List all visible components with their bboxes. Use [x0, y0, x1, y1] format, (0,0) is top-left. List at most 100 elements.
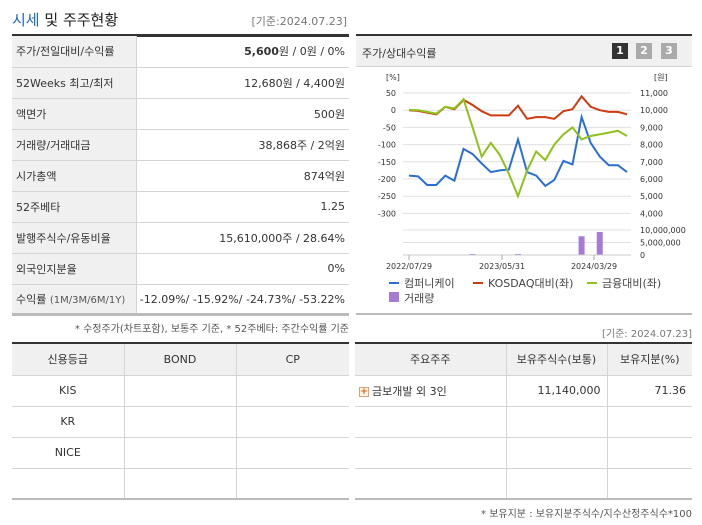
returns-value: -12.09%/ -15.92%/ -24.73%/ -53.22% [136, 284, 349, 316]
divider [12, 34, 349, 37]
table-row: 거래량/거래대금 38,868주 / 2억원 [12, 129, 349, 161]
table-row: 시가총액 874억원 [12, 160, 349, 192]
row-label: 발행주식수/유동비율 [12, 222, 137, 254]
chart-title: 주가/상대수익률 [362, 47, 437, 60]
bond [124, 468, 237, 500]
table-row: NICE [12, 437, 349, 469]
x-tick-label: 2022/07/29 [386, 262, 432, 271]
legend-swatch [389, 292, 399, 302]
row-label: 주가/전일대비/수익률 [12, 36, 137, 68]
holder-name-cell: + 금보개발 외 3인 [355, 375, 507, 407]
volume-tick: 10,000,000 [640, 226, 686, 235]
row-label: 외국인지분율 [12, 253, 137, 285]
left-tick: -250 [378, 192, 396, 201]
row-value: 5,600원 / 0원 / 0% [136, 36, 349, 68]
agency: KIS [12, 375, 125, 407]
chart-page-1-button[interactable]: 1 [612, 43, 628, 59]
table-row [355, 437, 692, 469]
row-value: 0% [136, 253, 349, 285]
right-tick: 11,000 [640, 89, 668, 98]
legend-kosdaq: KOSDAQ대비(좌) [488, 277, 573, 290]
table-row [355, 406, 692, 438]
col-header: 주요주주 [355, 344, 507, 376]
major-holders-table: 주요주주 보유주식수(보통) 보유지분(%) + 금보개발 외 3인 11,140… [355, 344, 692, 500]
table-row: 수익률 (1M/3M/6M/1Y) -12.09%/ -15.92%/ -24.7… [12, 284, 349, 316]
agency: NICE [12, 437, 125, 469]
volume-bar [596, 232, 603, 255]
row-label: 액면가 [12, 98, 137, 130]
right-tick: 8,000 [640, 141, 663, 150]
table-row: KIS [12, 375, 349, 407]
row-value: 38,868주 / 2억원 [136, 129, 349, 161]
x-tick-label: 2024/03/29 [571, 262, 617, 271]
table-row [355, 468, 692, 500]
price-summary-table: 주가/전일대비/수익률 5,600원 / 0원 / 0% 52Weeks 최고/최… [12, 36, 349, 316]
row-label: 52Weeks 최고/최저 [12, 67, 137, 99]
row-value: 1.25 [136, 191, 349, 223]
bond [124, 437, 237, 469]
row-label: 거래량/거래대금 [12, 129, 137, 161]
volume-tick: 5,000,000 [640, 239, 681, 248]
holders-note: * 보유지분 : 보유지분주식수/지수산정주식수*100 [481, 509, 692, 520]
divider [12, 342, 349, 345]
volume-bar [578, 236, 585, 255]
expand-plus-icon[interactable]: + [359, 386, 369, 397]
bond [124, 375, 237, 407]
cp [236, 406, 349, 438]
right-tick: 10,000 [640, 106, 668, 115]
right-axis-unit: [원] [654, 73, 668, 82]
volume-tick: 0 [640, 251, 645, 260]
row-label: 52주베타 [12, 191, 137, 223]
left-tick: -300 [378, 209, 396, 218]
legend-volume: 거래량 [404, 292, 434, 305]
table-row: + 금보개발 외 3인 11,140,000 71.36 [355, 375, 692, 407]
right-tick: 4,000 [640, 209, 663, 218]
holders-as-of: [기준: 2024.07.23] [601, 329, 692, 340]
price-note: * 수정주가(차트포함), 보통주 기준, * 52주베타: 주간수익률 기준 [74, 324, 349, 335]
page-title: 시세 및 주주현황 [12, 11, 119, 29]
chart-page-2-button[interactable]: 2 [636, 43, 652, 59]
series-line [408, 97, 628, 200]
divider [12, 313, 349, 315]
bond [124, 406, 237, 438]
table-row: 외국인지분율 0% [12, 253, 349, 285]
divider [356, 34, 692, 37]
holder-pct: 71.36 [607, 375, 692, 407]
table-row: 52Weeks 최고/최저 12,680원 / 4,400원 [12, 67, 349, 99]
left-tick: -100 [378, 141, 396, 150]
row-value: 15,610,000주 / 28.64% [136, 222, 349, 254]
row-value: 12,680원 / 4,400원 [136, 67, 349, 99]
as-of-date: [기준:2024.07.23] [251, 15, 347, 28]
legend-company: 컴퍼니케이 [404, 277, 455, 290]
x-tick-label: 2023/05/31 [479, 262, 525, 271]
table-row: 52주베타 1.25 [12, 191, 349, 223]
row-value: 500원 [136, 98, 349, 130]
credit-rating-table: 신용등급 BOND CP KIS KR NICE [12, 344, 349, 500]
left-tick: 0 [391, 106, 396, 115]
row-value: 874억원 [136, 160, 349, 192]
table-row: 발행주식수/유동비율 15,610,000주 / 28.64% [12, 222, 349, 254]
divider [356, 313, 692, 315]
divider [355, 342, 692, 345]
right-tick: 5,000 [640, 192, 663, 201]
table-row: 주가/전일대비/수익률 5,600원 / 0원 / 0% [12, 36, 349, 68]
table-row: KR [12, 406, 349, 438]
left-axis-unit: [%] [386, 73, 400, 82]
holder-shares: 11,140,000 [506, 375, 608, 407]
legend-finance: 금융대비(좌) [602, 277, 661, 290]
col-header: 신용등급 [12, 344, 125, 376]
chart-legend: 컴퍼니케이 KOSDAQ대비(좌) 금융대비(좌) 거래량 [389, 277, 661, 305]
right-tick: 9,000 [640, 123, 663, 132]
right-tick: 7,000 [640, 158, 663, 167]
legend-swatch [473, 282, 483, 284]
holder-name: 금보개발 외 3인 [372, 384, 447, 398]
chart-page-3-button[interactable]: 3 [661, 43, 677, 59]
left-tick: -150 [378, 158, 396, 167]
legend-swatch [389, 282, 399, 284]
col-header: BOND [124, 344, 237, 376]
chart-header: 주가/상대수익률 1 2 3 [356, 36, 692, 67]
table-row: 액면가 500원 [12, 98, 349, 130]
chart-axes: [%] [원] 50 0 -50 -100 -150 -200 -250 -300 11,00… [378, 73, 686, 271]
col-header: 보유주식수(보통) [506, 344, 608, 376]
right-tick: 6,000 [640, 175, 663, 184]
